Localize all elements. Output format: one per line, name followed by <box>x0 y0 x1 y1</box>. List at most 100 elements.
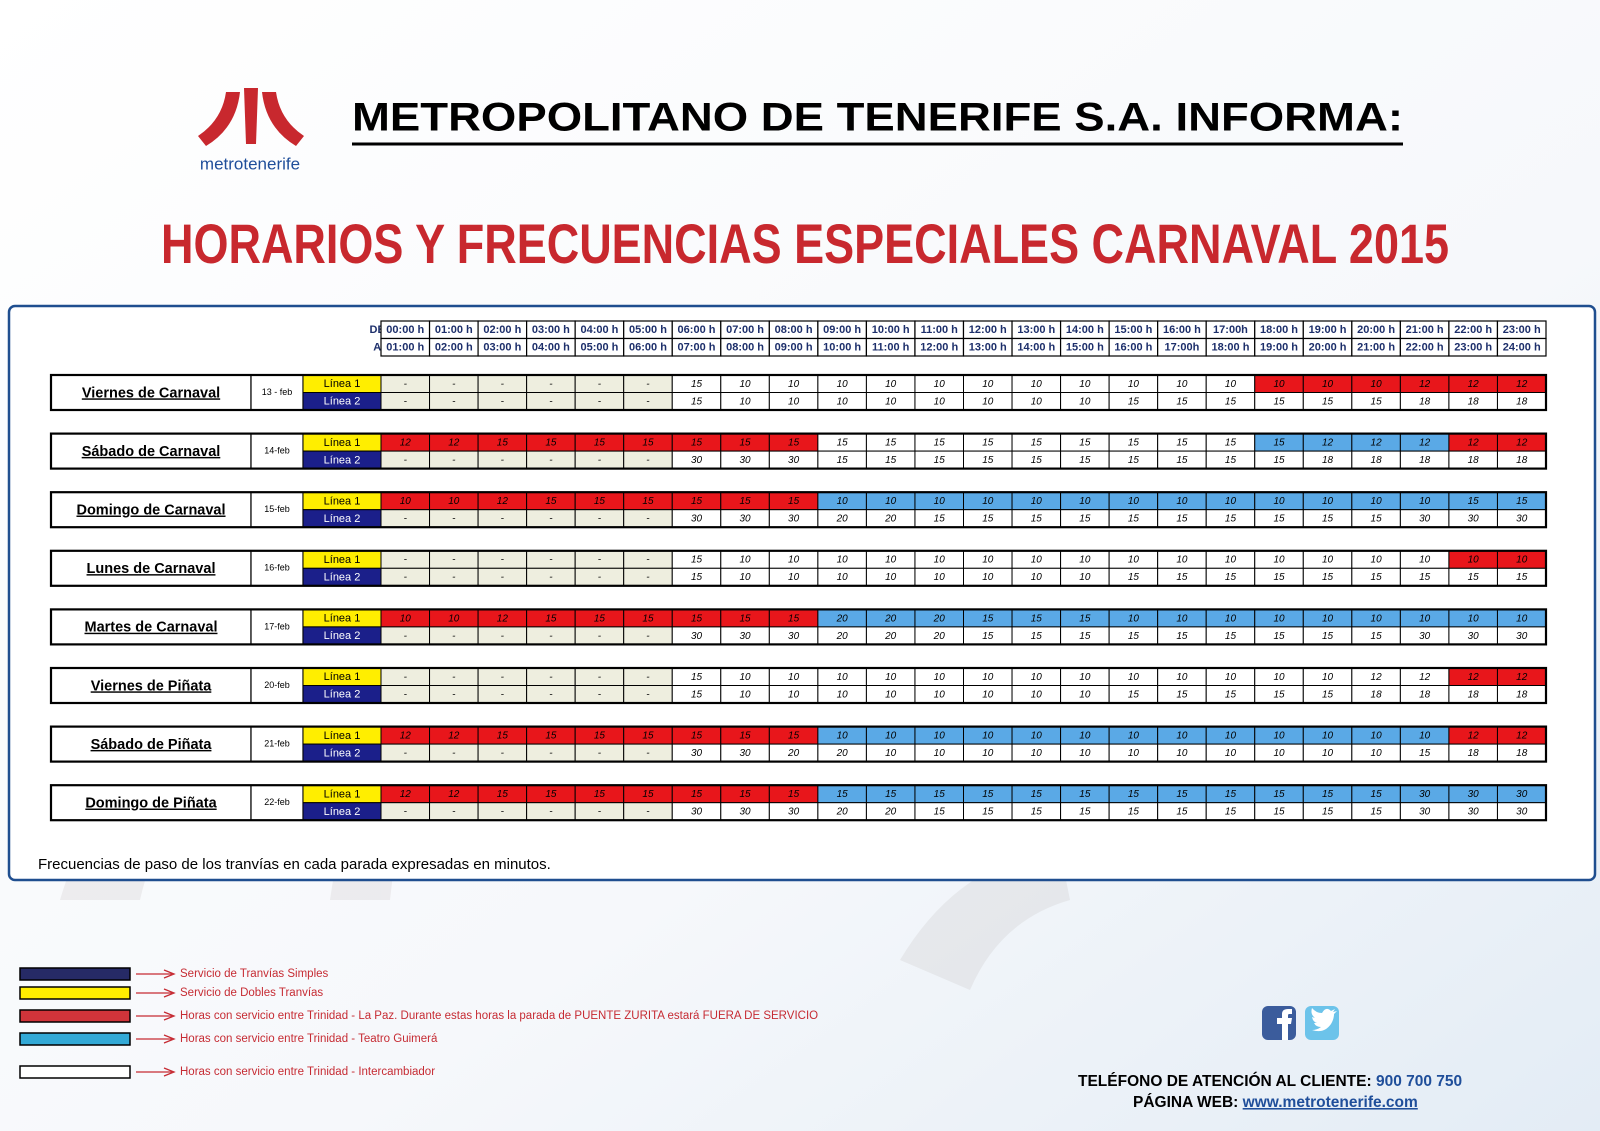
frequency: 15 <box>934 789 946 800</box>
date: 16-feb <box>264 563 290 573</box>
hour-to: 01:00 h <box>386 341 424 353</box>
frequency: - <box>404 555 408 566</box>
day-name: Sábado de Piñata <box>91 737 213 753</box>
frequency: 12 <box>448 789 460 800</box>
hour-to: 15:00 h <box>1066 341 1104 353</box>
hour-to: 07:00 h <box>678 341 716 353</box>
frequency: 10 <box>1031 379 1043 390</box>
frequency: 10 <box>1273 672 1285 683</box>
hour-from: 09:00 h <box>823 324 861 336</box>
hour-from: 13:00 h <box>1017 324 1055 336</box>
frequency: 30 <box>691 631 703 642</box>
frequency: 30 <box>1516 631 1528 642</box>
frequency: 10 <box>837 672 849 683</box>
frequency: 15 <box>1176 789 1188 800</box>
frequency: 15 <box>1128 396 1140 407</box>
frequency: 15 <box>1176 631 1188 642</box>
hour-to: 06:00 h <box>629 341 667 353</box>
frequency: - <box>501 396 505 407</box>
frequency: 15 <box>982 631 994 642</box>
frequency: 10 <box>1079 689 1091 700</box>
frequency: 15 <box>1225 455 1237 466</box>
frequency: 10 <box>982 396 994 407</box>
frequency: 10 <box>1128 730 1140 741</box>
line-label: Línea 1 <box>324 378 361 390</box>
hour-to: 13:00 h <box>969 341 1007 353</box>
frequency: 15 <box>934 807 946 818</box>
frequency: 15 <box>1225 437 1237 448</box>
frequency: 10 <box>1225 379 1237 390</box>
frequency: 10 <box>788 572 800 583</box>
frequency: 15 <box>1322 789 1334 800</box>
frequency: 18 <box>1468 396 1480 407</box>
frequency: - <box>549 514 553 525</box>
hour-cell <box>1496 337 1547 357</box>
frequency: 15 <box>1322 396 1334 407</box>
frequency: 15 <box>982 807 994 818</box>
frequency: 10 <box>837 572 849 583</box>
frequency: 12 <box>1516 437 1528 448</box>
frequency: - <box>646 672 650 683</box>
frequency: 10 <box>1322 672 1334 683</box>
frequency: 20 <box>884 631 897 642</box>
hour-from: 00:00 h <box>386 324 424 336</box>
hour-to: 08:00 h <box>726 341 764 353</box>
frequency: - <box>549 379 553 390</box>
frequency: 10 <box>982 672 994 683</box>
frequency: 30 <box>1516 807 1528 818</box>
day-name: Viernes de Carnaval <box>82 385 220 401</box>
facebook-glyph <box>1277 1009 1292 1040</box>
frequency: 30 <box>788 514 800 525</box>
hour-to: 23:00 h <box>1454 341 1492 353</box>
frequency: 10 <box>1031 689 1043 700</box>
frequency: - <box>501 379 505 390</box>
frequency: 10 <box>885 572 897 583</box>
frequency: 10 <box>1128 555 1140 566</box>
frequency: 15 <box>642 613 654 624</box>
frequency: 10 <box>740 396 752 407</box>
frequency: 15 <box>934 455 946 466</box>
legend-label: Horas con servicio entre Trinidad - Inte… <box>180 1066 435 1078</box>
legend-swatch <box>19 986 131 1000</box>
frequency: 30 <box>1419 807 1431 818</box>
frequency: 12 <box>1468 437 1480 448</box>
frequency: 15 <box>1079 613 1091 624</box>
frequency: 10 <box>1176 730 1188 741</box>
frequency: 12 <box>1468 379 1480 390</box>
frequency: 10 <box>885 396 897 407</box>
frequency: 15 <box>885 455 897 466</box>
frequency: 15 <box>497 730 509 741</box>
frequency: 15 <box>1273 689 1285 700</box>
frequency: - <box>598 396 602 407</box>
frequency: 15 <box>1176 455 1188 466</box>
frequency: 10 <box>1225 748 1237 759</box>
frequency: 30 <box>740 631 752 642</box>
frequency: 10 <box>885 689 897 700</box>
legend-arrowhead <box>163 969 176 979</box>
frequency: 18 <box>1468 455 1480 466</box>
frequency: 10 <box>1371 555 1383 566</box>
day-border <box>49 784 1548 822</box>
hour-to: 18:00 h <box>1212 341 1250 353</box>
frequency: 18 <box>1371 689 1383 700</box>
frequency: 15 <box>740 496 752 507</box>
frequency: 15 <box>1079 455 1091 466</box>
frequency: 12 <box>1371 672 1383 683</box>
frequency: 15 <box>1273 631 1285 642</box>
frequency: 10 <box>740 379 752 390</box>
frequency: - <box>452 514 456 525</box>
frequency: 12 <box>1371 437 1383 448</box>
frequency: 10 <box>1273 748 1285 759</box>
hour-from: 21:00 h <box>1406 324 1444 336</box>
frequency: 15 <box>1176 807 1188 818</box>
frequency: 10 <box>934 730 946 741</box>
line-label: Línea 1 <box>324 730 361 742</box>
web-link[interactable]: www.metrotenerife.com <box>1242 1094 1418 1111</box>
hour-to: 21:00 h <box>1357 341 1395 353</box>
hour-from: 19:00 h <box>1309 324 1347 336</box>
day-name: Domingo de Carnaval <box>76 503 225 519</box>
frequency: 10 <box>1225 496 1237 507</box>
day-name-cell <box>50 725 252 763</box>
frequency: 15 <box>1079 807 1091 818</box>
